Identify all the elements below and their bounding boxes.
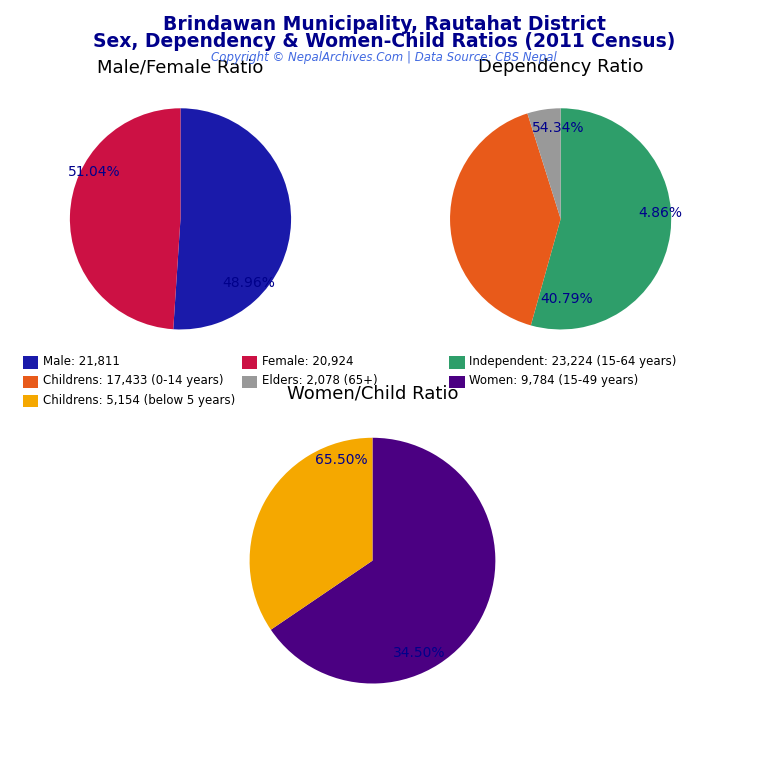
Wedge shape: [271, 438, 495, 684]
Text: Male: 21,811: Male: 21,811: [43, 356, 120, 368]
Text: Elders: 2,078 (65+): Elders: 2,078 (65+): [262, 375, 378, 387]
Text: 4.86%: 4.86%: [638, 207, 682, 220]
Text: 34.50%: 34.50%: [393, 646, 445, 660]
Text: 54.34%: 54.34%: [532, 121, 584, 135]
Text: 51.04%: 51.04%: [68, 165, 121, 180]
Text: 40.79%: 40.79%: [540, 292, 592, 306]
Text: Female: 20,924: Female: 20,924: [262, 356, 353, 368]
Wedge shape: [250, 438, 372, 630]
Text: Childrens: 17,433 (0-14 years): Childrens: 17,433 (0-14 years): [43, 375, 223, 387]
Wedge shape: [528, 108, 561, 219]
Text: Independent: 23,224 (15-64 years): Independent: 23,224 (15-64 years): [469, 356, 677, 368]
Wedge shape: [70, 108, 180, 329]
Text: 48.96%: 48.96%: [223, 276, 276, 290]
Wedge shape: [450, 114, 561, 326]
Text: Brindawan Municipality, Rautahat District: Brindawan Municipality, Rautahat Distric…: [163, 15, 605, 35]
Text: Copyright © NepalArchives.Com | Data Source: CBS Nepal: Copyright © NepalArchives.Com | Data Sou…: [211, 51, 557, 64]
Wedge shape: [531, 108, 671, 329]
Title: Male/Female Ratio: Male/Female Ratio: [98, 58, 263, 76]
Title: Women/Child Ratio: Women/Child Ratio: [286, 385, 458, 402]
Text: Childrens: 5,154 (below 5 years): Childrens: 5,154 (below 5 years): [43, 394, 235, 406]
Title: Dependency Ratio: Dependency Ratio: [478, 58, 644, 76]
Text: Sex, Dependency & Women-Child Ratios (2011 Census): Sex, Dependency & Women-Child Ratios (20…: [93, 32, 675, 51]
Text: Women: 9,784 (15-49 years): Women: 9,784 (15-49 years): [469, 375, 638, 387]
Text: 65.50%: 65.50%: [316, 453, 368, 467]
Wedge shape: [174, 108, 291, 329]
